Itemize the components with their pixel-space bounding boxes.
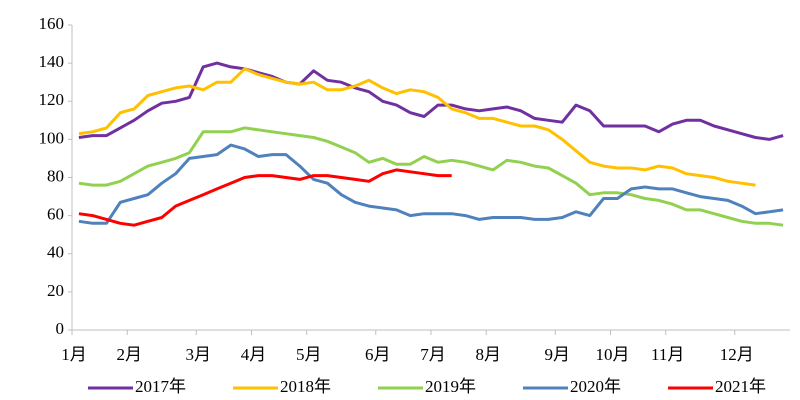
y-tick-label: 20 [47, 281, 64, 300]
series-line [78, 143, 784, 225]
x-tick-label: 5月 [296, 345, 322, 364]
x-tick-label: 9月 [545, 345, 571, 364]
legend-label: 2017年 [135, 377, 186, 396]
legend-label: 2018年 [280, 377, 331, 396]
y-tick-label: 160 [39, 14, 65, 33]
y-tick-label: 80 [47, 166, 64, 185]
series-line [78, 61, 784, 141]
x-tick-label: 6月 [365, 345, 391, 364]
legend-label: 2019年 [425, 377, 476, 396]
series-line [78, 126, 784, 227]
series-line [78, 67, 756, 187]
series-line [78, 168, 452, 227]
x-tick-label: 2月 [116, 345, 142, 364]
y-tick-label: 140 [39, 52, 65, 71]
y-tick-label: 40 [47, 243, 64, 262]
x-tick-label: 3月 [186, 345, 212, 364]
legend-label: 2020年 [570, 377, 621, 396]
x-tick-label: 1月 [61, 345, 87, 364]
y-tick-label: 120 [39, 90, 65, 109]
y-tick-label: 100 [39, 128, 65, 147]
x-tick-label: 10月 [596, 345, 630, 364]
x-tick-label: 4月 [241, 345, 267, 364]
y-tick-label: 60 [47, 205, 64, 224]
x-tick-label: 11月 [651, 345, 684, 364]
x-tick-label: 8月 [475, 345, 501, 364]
x-tick-label: 7月 [420, 345, 446, 364]
y-tick-label: 0 [56, 319, 65, 338]
legend-label: 2021年 [715, 377, 766, 396]
x-tick-label: 12月 [720, 345, 754, 364]
